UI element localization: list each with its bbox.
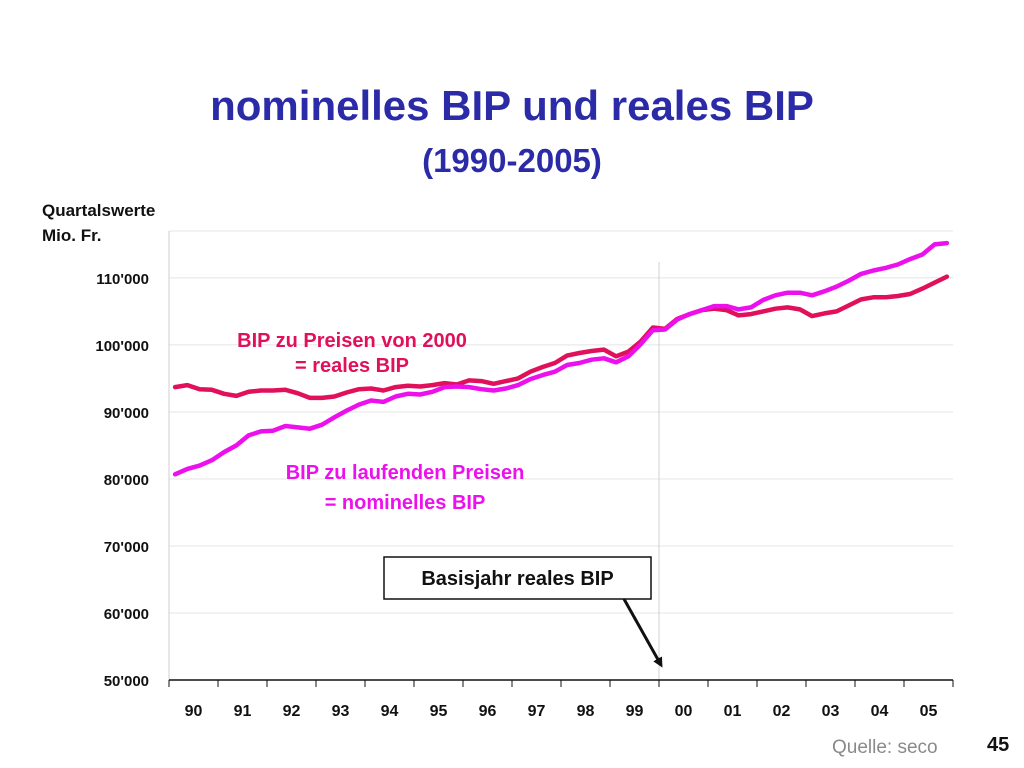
y-axis-title: Quartalswerte Mio. Fr. — [42, 201, 155, 245]
y-tick-label-100000: 100'000 — [95, 338, 149, 355]
x-tick-label-99: 99 — [626, 703, 644, 720]
y-tick-label-50000: 50'000 — [104, 673, 149, 690]
series-label-bip-zu-preisen-von-2000-reales-bip-line-1: BIP zu Preisen von 2000 — [237, 330, 467, 352]
y-axis-title-line-mio-fr: Mio. Fr. — [42, 226, 102, 245]
page-subtitle: (1990-2005) — [422, 142, 602, 179]
x-tick-label-92: 92 — [283, 703, 301, 720]
y-axis-title-line-quartalswerte: Quartalswerte — [42, 201, 155, 220]
y-tick-label-80000: 80'000 — [104, 472, 149, 489]
x-tick-label-05: 05 — [920, 703, 938, 720]
series-lines — [172, 240, 950, 477]
page-title: nominelles BIP und reales BIP — [210, 82, 814, 129]
x-tick-label-03: 03 — [822, 703, 840, 720]
x-tick-label-04: 04 — [871, 703, 889, 720]
series-line-bip-zu-laufenden-preisen-nominelles-bip — [172, 240, 950, 477]
x-tick-label-93: 93 — [332, 703, 350, 720]
x-tick-label-94: 94 — [381, 703, 399, 720]
x-tick-label-02: 02 — [773, 703, 791, 720]
y-tick-label-110000: 110'000 — [96, 271, 149, 288]
x-tick-label-97: 97 — [528, 703, 546, 720]
source-note: Quelle: seco — [832, 737, 938, 758]
x-tick-label-00: 00 — [675, 703, 693, 720]
series-label-bip-zu-laufenden-preisen-nominelles-bip-line-1: BIP zu laufenden Preisen — [286, 462, 525, 484]
x-tick-label-98: 98 — [577, 703, 595, 720]
y-axis-ticks: 50'000 60'000 70'000 80'000 90'000 100'000 110… — [95, 271, 149, 690]
gridlines — [169, 230, 953, 680]
x-tick-label-91: 91 — [234, 703, 252, 720]
base-year-annotation: Basisjahr reales BIP — [383, 556, 663, 668]
y-tick-label-60000: 60'000 — [104, 606, 149, 623]
x-tick-label-90: 90 — [185, 703, 203, 720]
y-tick-label-70000: 70'000 — [104, 539, 149, 556]
annotation-box — [383, 556, 652, 600]
annotation-arrow — [622, 598, 663, 668]
page-number: 45 — [987, 734, 1009, 756]
series-labels: BIP zu Preisen von 2000 = reales BIP BIP z… — [237, 330, 524, 514]
series-line-bip-zu-preisen-von-2000-reales-bip — [172, 274, 950, 401]
x-tick-label-95: 95 — [430, 703, 448, 720]
x-tick-label-96: 96 — [479, 703, 497, 720]
annotation-text: Basisjahr reales BIP — [421, 568, 613, 590]
series-label-bip-zu-laufenden-preisen-nominelles-bip-line-2: = nominelles BIP — [325, 492, 486, 514]
x-axis-ticks: 90 91 92 93 94 95 96 97 98 99 00 01 02 03 04 05 — [168, 680, 954, 720]
series-label-bip-zu-preisen-von-2000-reales-bip-line-2: = reales BIP — [295, 355, 409, 377]
y-tick-label-90000: 90'000 — [104, 405, 149, 422]
x-tick-label-01: 01 — [724, 703, 742, 720]
